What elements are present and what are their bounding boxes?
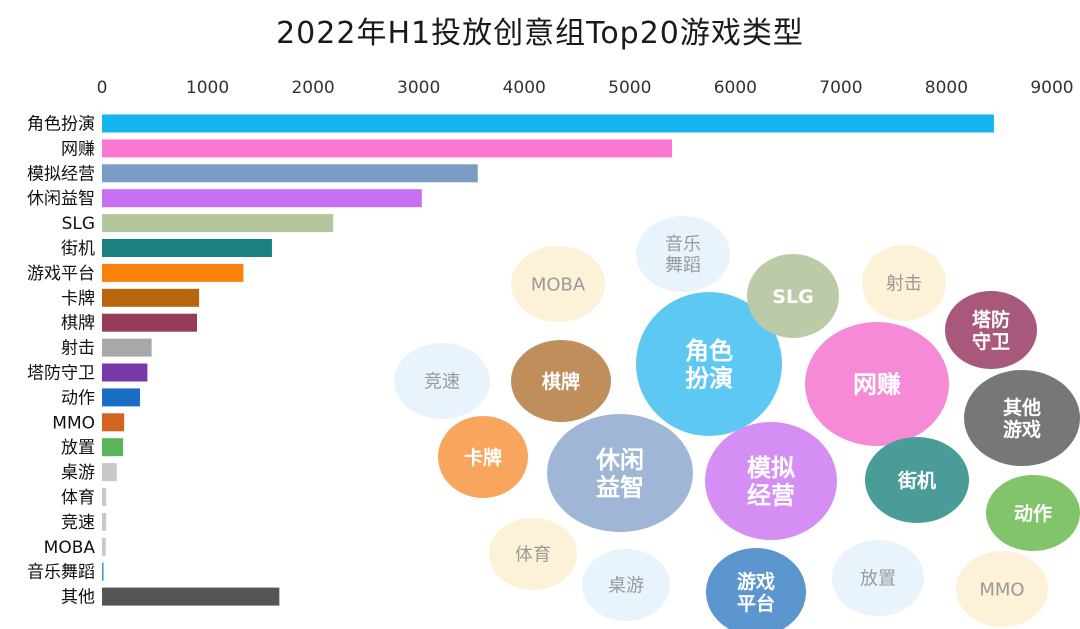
bubble-label: 舞蹈: [665, 255, 701, 276]
bubble-label: MOBA: [531, 274, 586, 295]
bar: [102, 388, 140, 407]
bubble: [832, 540, 924, 616]
bubble-label: 游戏: [737, 570, 775, 593]
category-label: 桌游: [61, 463, 95, 483]
category-label: 射击: [61, 339, 95, 359]
bubble-label: 角色: [685, 337, 733, 365]
bubble-label: 模拟: [747, 454, 795, 482]
bar: [102, 338, 152, 357]
bubble: [945, 291, 1037, 369]
bubble: [747, 254, 839, 338]
x-tick-label: 3000: [397, 78, 440, 98]
bubble: [956, 551, 1048, 627]
bubble: [394, 343, 490, 419]
bubble-label: 射击: [886, 273, 922, 294]
bubble: [964, 370, 1080, 466]
bubble: [636, 292, 782, 436]
bubble-label: 体育: [515, 544, 551, 565]
bubble: [865, 437, 969, 523]
bar: [102, 189, 422, 208]
category-label: 街机: [61, 239, 95, 259]
bar: [102, 413, 125, 432]
category-label: 体育: [61, 488, 95, 508]
bubble-label: 音乐: [665, 234, 701, 255]
bubble: [862, 245, 946, 321]
bar: [102, 313, 197, 332]
x-tick-label: 9000: [1030, 78, 1073, 98]
bar: [102, 263, 244, 282]
bubble-label: 休闲: [595, 446, 644, 474]
x-tick-label: 1000: [186, 78, 229, 98]
bar: [102, 139, 672, 158]
category-label: 游戏平台: [27, 264, 95, 284]
bubble-label: 经营: [747, 481, 795, 509]
bubble: [511, 246, 605, 322]
bubble: [805, 322, 949, 446]
category-label: 卡牌: [61, 289, 95, 309]
bubble: [438, 416, 528, 498]
bar: [102, 114, 994, 133]
bubble-label: 放置: [860, 568, 896, 589]
x-tick-label: 2000: [291, 78, 334, 98]
bar: [102, 463, 117, 482]
bar: [102, 537, 106, 556]
bar: [102, 164, 478, 183]
category-label: SLG: [62, 214, 95, 234]
category-label: 角色扮演: [27, 115, 95, 135]
bubble-label: 桌游: [608, 575, 644, 596]
category-label: 其他: [61, 588, 95, 608]
bar: [102, 512, 107, 531]
bubble-label: 益智: [596, 473, 644, 501]
bubble-label: 游戏: [1003, 418, 1041, 441]
category-label: 棋牌: [61, 314, 95, 334]
bubble: [986, 475, 1080, 551]
bubble: [489, 518, 577, 590]
bar: [102, 488, 107, 506]
bubble-label: 守卫: [972, 330, 1010, 353]
x-tick-label: 7000: [819, 78, 862, 98]
bubble-label: MMO: [979, 579, 1024, 600]
bubble: [547, 414, 693, 532]
category-label: 动作: [61, 388, 95, 408]
bubble: [705, 422, 837, 540]
bubble-label: 棋牌: [542, 370, 580, 393]
bubble-label: 其他: [1003, 396, 1041, 419]
bar: [102, 214, 334, 233]
bubble: [706, 548, 806, 629]
category-label: 塔防守卫: [27, 364, 95, 384]
x-tick-label: 5000: [608, 78, 651, 98]
bar: [102, 587, 280, 606]
category-label: 放置: [61, 438, 95, 458]
bubble-label: 塔防: [972, 308, 1010, 331]
bubble: [582, 549, 670, 621]
bar: [102, 438, 124, 457]
category-label: 模拟经营: [27, 164, 95, 184]
bubble: [636, 216, 730, 292]
bar: [102, 363, 148, 382]
bubble-label: 动作: [1014, 502, 1052, 525]
x-tick-label: 6000: [714, 78, 757, 98]
category-label: MOBA: [44, 538, 96, 558]
bubble: [511, 340, 611, 422]
x-tick-label: 4000: [503, 78, 546, 98]
category-label: 竞速: [61, 513, 95, 533]
bubble-label: 网赚: [853, 371, 901, 399]
bubble-label: 扮演: [685, 364, 733, 392]
bubble-label: 街机: [897, 469, 936, 492]
bubble-label: 竞速: [424, 371, 460, 392]
bubble-label: 卡牌: [464, 446, 502, 469]
category-label: 音乐舞蹈: [27, 563, 95, 583]
bar: [102, 562, 104, 581]
x-tick-label: 0: [97, 78, 108, 98]
category-label: MMO: [52, 413, 95, 433]
bar: [102, 239, 272, 257]
category-label: 网赚: [61, 139, 95, 159]
bubble-label: SLG: [772, 286, 813, 308]
x-tick-label: 8000: [925, 78, 968, 98]
chart-title: 2022年H1投放创意组Top20游戏类型: [276, 16, 804, 51]
bubble-label: 平台: [737, 592, 775, 615]
category-label: 休闲益智: [27, 189, 95, 209]
bar: [102, 288, 200, 307]
